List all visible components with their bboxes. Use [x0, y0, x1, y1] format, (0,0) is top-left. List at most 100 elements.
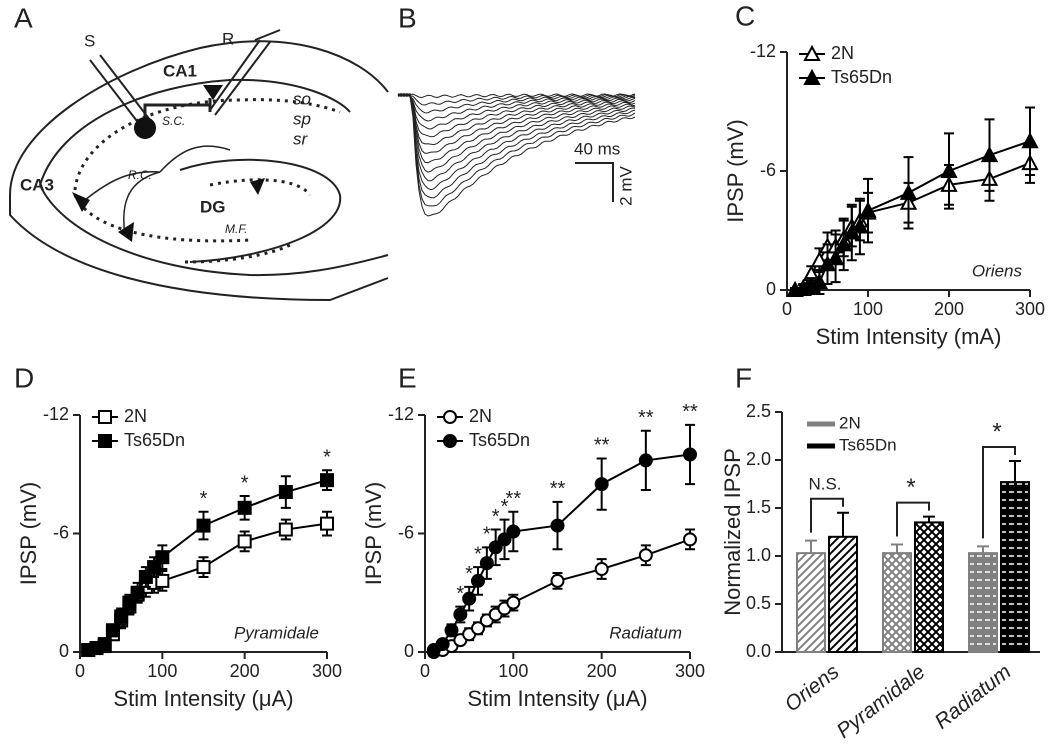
y-tick-label: 1.5: [746, 497, 771, 517]
marker: [278, 522, 293, 537]
marker: [826, 249, 845, 266]
trace: [397, 93, 636, 130]
outline: [39, 78, 351, 186]
x-tick-label: 100: [147, 661, 177, 681]
significance-label: **: [550, 478, 566, 500]
x-tick-label: 0: [420, 661, 430, 681]
trace: [397, 93, 636, 199]
legend-label: 2N: [124, 406, 147, 426]
significance-label: **: [638, 407, 654, 429]
trace: [397, 93, 636, 182]
marker: [506, 524, 521, 539]
diagram-label: so: [293, 89, 311, 108]
legend-label: Ts65Dn: [831, 67, 892, 87]
x-tick-label: 300: [1015, 299, 1045, 319]
outline: [9, 40, 389, 196]
rec-electrode: [209, 29, 281, 116]
bar: [968, 552, 998, 653]
legend-marker: [98, 410, 112, 424]
marker: [320, 516, 334, 531]
diagram-label: S.C.: [162, 114, 185, 128]
marker: [278, 485, 293, 500]
diagram-label: CA3: [20, 175, 54, 194]
error-bar: [805, 539, 817, 554]
legend-marker: [443, 434, 457, 448]
recurrent-collaterals: [84, 145, 231, 236]
trace: [397, 93, 636, 173]
marker: [320, 473, 334, 488]
marker: [683, 532, 697, 547]
legend-label: Ts65Dn: [839, 435, 897, 454]
x-tick-label: 200: [587, 661, 617, 681]
legend-marker: [803, 44, 821, 61]
annotation: Oriens: [972, 261, 1023, 280]
panel-label: C: [735, 0, 755, 31]
comparison-bracket: [896, 501, 930, 537]
significance-label: **: [594, 435, 610, 457]
diagram-label: R.C.: [128, 168, 152, 182]
comparison-label: N.S.: [808, 474, 841, 493]
y-tick-label: 0.5: [746, 593, 771, 613]
y-axis-title: IPSP (mV): [723, 119, 748, 223]
bar: [882, 552, 912, 653]
marker: [97, 637, 112, 652]
marker: [444, 623, 459, 638]
marker: [810, 251, 829, 268]
panel-label: B: [398, 2, 417, 33]
x-tick-label: 0: [782, 299, 792, 319]
y-axis-title: IPSP (mV): [16, 482, 41, 586]
pyramidal-cell: [118, 222, 134, 242]
marker: [506, 595, 521, 610]
error-bar: [1009, 459, 1021, 483]
dentate-gyrus: [179, 158, 342, 263]
significance-label: **: [682, 401, 698, 423]
comparison-label: *: [906, 474, 915, 501]
y-tick-label: -12: [43, 404, 69, 424]
marker: [237, 534, 252, 549]
marker: [980, 146, 999, 163]
marker: [130, 585, 145, 600]
x-axis-title: Stim Intensity (mA): [816, 324, 1002, 349]
y-tick-label: 0.0: [746, 641, 771, 661]
y-tick-label: 0: [404, 641, 414, 661]
hippocampus-diagram: [9, 29, 389, 302]
error-bar: [891, 543, 903, 554]
significance-label: *: [492, 506, 500, 528]
panel-label: E: [398, 362, 417, 393]
panel-label: A: [14, 2, 33, 33]
marker: [488, 540, 503, 555]
marker: [683, 447, 697, 462]
diagram-label: sp: [293, 109, 311, 128]
marker: [196, 560, 211, 575]
trace: [397, 93, 636, 207]
marker: [851, 217, 869, 234]
comparison-label: *: [992, 418, 1001, 445]
x-tick-label: 100: [853, 299, 883, 319]
diagram-label: CA1: [163, 61, 197, 80]
pyramidal-cell: [203, 85, 223, 100]
x-tick-label: 300: [312, 661, 342, 681]
error-bar: [977, 545, 989, 554]
trace: [397, 93, 636, 154]
legend-label: Ts65Dn: [124, 430, 185, 450]
significance-label: *: [200, 488, 208, 510]
y-tick-label: -6: [53, 522, 69, 542]
marker: [940, 161, 958, 178]
marker: [453, 607, 468, 622]
error-bar: [923, 515, 935, 523]
x-tick-label: Oriens: [781, 660, 844, 717]
significance-label: **: [506, 488, 522, 510]
bar: [828, 535, 858, 653]
marker: [859, 201, 877, 218]
pyramidal-layer: [73, 194, 251, 243]
y-tick-label: 1.0: [746, 545, 771, 565]
trace: [397, 93, 636, 164]
example-traces: [397, 93, 636, 217]
legend-label: 2N: [469, 406, 492, 426]
scale-label: 2 mV: [616, 166, 635, 206]
marker: [105, 623, 120, 638]
x-tick-label: 100: [498, 661, 528, 681]
marker: [435, 637, 450, 652]
legend-marker: [443, 410, 457, 424]
stim-site: [134, 117, 156, 139]
